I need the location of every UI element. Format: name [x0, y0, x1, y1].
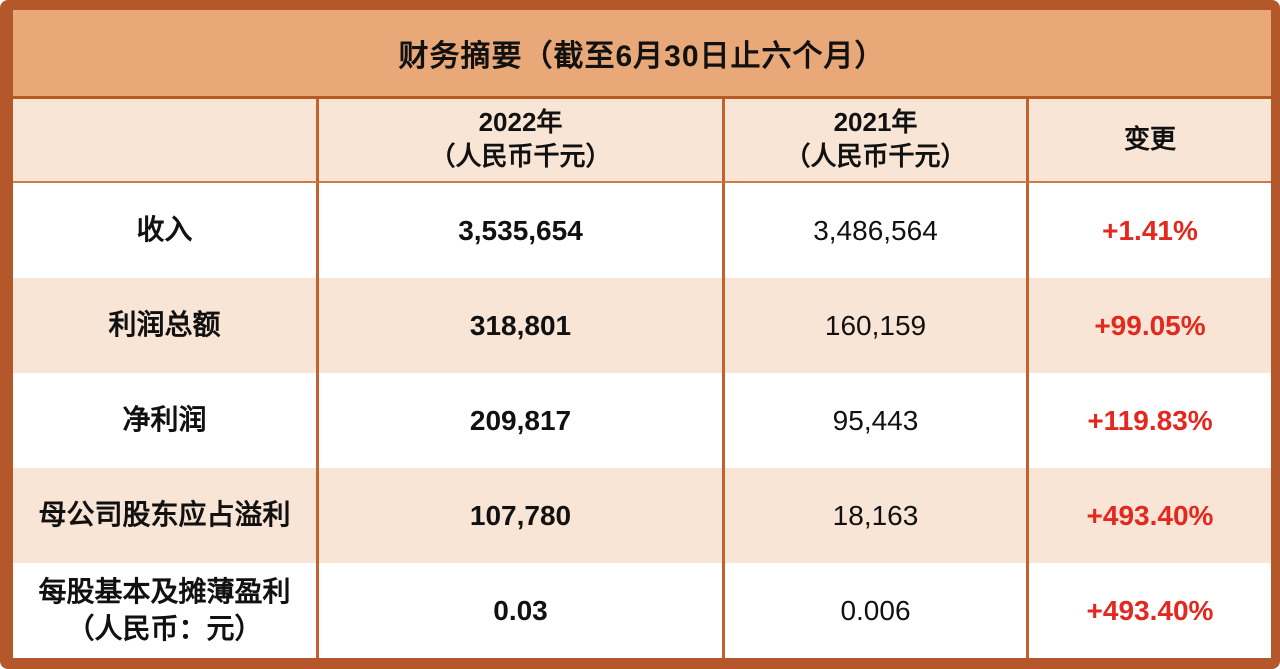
value-2021: 95,443 — [832, 404, 919, 436]
header-2022-line2: （人民币千元） — [429, 141, 612, 171]
header-cell-2021: 2021年 （人民币千元） — [725, 99, 1029, 183]
row-eps-2022: 0.03 — [319, 563, 725, 658]
title-bar: 财务摘要（截至6月30日止六个月） — [13, 10, 1271, 99]
row-attributable-profit-label: 母公司股东应占溢利 — [13, 468, 319, 563]
row-eps-change: +493.40% — [1029, 563, 1271, 658]
row-label-text: 收入 — [136, 214, 193, 246]
value-2022: 0.03 — [493, 594, 548, 626]
row-attributable-profit-2021: 18,163 — [725, 468, 1029, 563]
row-net-profit-change: +119.83% — [1029, 373, 1271, 468]
value-2022: 107,780 — [469, 499, 572, 531]
row-revenue-change: +1.41% — [1029, 183, 1271, 278]
row-net-profit-label: 净利润 — [13, 373, 319, 468]
row-total-profit-2021: 160,159 — [725, 278, 1029, 373]
row-net-profit-2021: 95,443 — [725, 373, 1029, 468]
header-2022-line1: 2022年 — [478, 107, 563, 138]
value-2021: 18,163 — [832, 499, 919, 531]
row-label-text: 每股基本及摊薄盈利 — [38, 576, 291, 608]
change-value: +493.40% — [1086, 499, 1214, 531]
header-cell-metric — [13, 99, 319, 183]
header-cell-2022: 2022年 （人民币千元） — [319, 99, 725, 183]
financial-table: 2022年 （人民币千元） 2021年 （人民币千元） 变更 收入 3,535,… — [13, 99, 1271, 658]
change-value: +1.41% — [1102, 214, 1198, 246]
table-container: 财务摘要（截至6月30日止六个月） 2022年 （人民币千元） 2021年 （人… — [13, 10, 1271, 658]
change-value: +119.83% — [1087, 404, 1213, 436]
value-2021: 3,486,564 — [813, 214, 938, 246]
value-2021: 0.006 — [840, 594, 911, 626]
row-label-text: 净利润 — [122, 404, 207, 436]
value-2021: 160,159 — [824, 309, 927, 341]
row-revenue-2022: 3,535,654 — [319, 183, 725, 278]
row-revenue-label: 收入 — [13, 183, 319, 278]
row-attributable-profit-change: +493.40% — [1029, 468, 1271, 563]
header-2021-line1: 2021年 — [833, 107, 918, 138]
row-total-profit-label: 利润总额 — [13, 278, 319, 373]
change-value: +493.40% — [1086, 594, 1214, 626]
row-total-profit-change: +99.05% — [1029, 278, 1271, 373]
row-net-profit-2022: 209,817 — [319, 373, 725, 468]
row-attributable-profit-2022: 107,780 — [319, 468, 725, 563]
row-total-profit-2022: 318,801 — [319, 278, 725, 373]
row-label-text: 利润总额 — [108, 309, 221, 341]
header-cell-change: 变更 — [1029, 99, 1271, 183]
row-eps-label: 每股基本及摊薄盈利 （人民币：元） — [13, 563, 319, 658]
value-2022: 3,535,654 — [458, 214, 583, 246]
page-title: 财务摘要（截至6月30日止六个月） — [398, 40, 886, 73]
header-change-label: 变更 — [1123, 124, 1176, 155]
value-2022: 318,801 — [469, 309, 572, 341]
change-value: +99.05% — [1094, 309, 1206, 341]
row-label-text: 母公司股东应占溢利 — [38, 499, 291, 531]
row-eps-2021: 0.006 — [725, 563, 1029, 658]
header-2021-line2: （人民币千元） — [784, 141, 967, 171]
value-2022: 209,817 — [469, 404, 572, 436]
row-label-text2: （人民币：元） — [66, 612, 263, 644]
row-revenue-2021: 3,486,564 — [725, 183, 1029, 278]
